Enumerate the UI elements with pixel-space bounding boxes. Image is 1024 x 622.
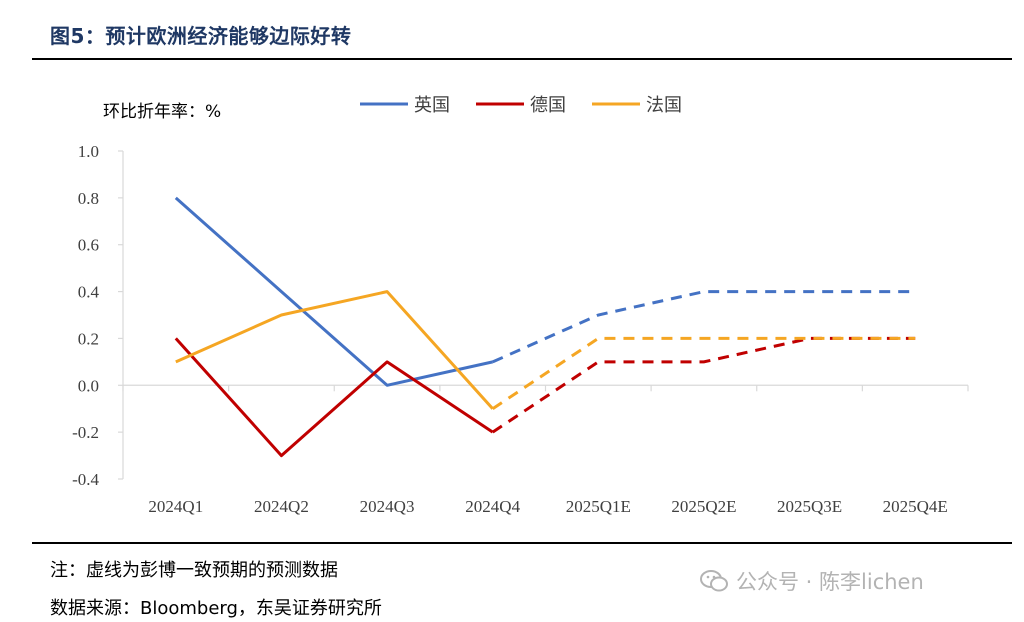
- x-tick-label: 2025Q3E: [777, 497, 842, 516]
- series-line: [174, 336, 916, 458]
- series-forecast-line: [491, 336, 916, 434]
- watermark: 公众号 · 陈李lichen: [700, 566, 924, 596]
- y-tick-label: 0.0: [78, 376, 99, 395]
- top-divider: [32, 58, 1012, 60]
- y-tick-label: -0.4: [72, 470, 99, 489]
- legend-item: 德国: [476, 95, 566, 116]
- watermark-text: 公众号 · 陈李lichen: [736, 570, 924, 594]
- legend-label: 英国: [414, 95, 450, 116]
- legend-label: 法国: [646, 95, 682, 116]
- figure-title: 图5：预计欧洲经济能够边际好转: [50, 24, 352, 48]
- x-tick-label: 2025Q4E: [883, 497, 948, 516]
- y-tick-label: -0.2: [72, 423, 99, 442]
- y-tick-label: 0.8: [78, 189, 99, 208]
- y-axis-label: 环比折年率：%: [103, 102, 221, 122]
- figure-source: 数据来源：Bloomberg，东吴证券研究所: [50, 598, 382, 619]
- x-tick-label: 2025Q2E: [671, 497, 736, 516]
- wechat-icon: [700, 570, 728, 592]
- x-tick-label: 2024Q4: [465, 497, 520, 516]
- series-line: [174, 196, 916, 387]
- series-forecast-line: [492, 290, 916, 364]
- x-tick-label: 2024Q2: [254, 497, 309, 516]
- series-actual-line: [175, 290, 494, 410]
- legend-label: 德国: [530, 95, 566, 116]
- legend-item: 法国: [592, 95, 682, 116]
- line-chart: 环比折年率：% 英国 德国 法国 1.0 0.8 0.6 0.4 0.2 0.0 -0.2 -0.…: [72, 95, 969, 516]
- bottom-divider: [32, 542, 1012, 544]
- x-tick-label: 2024Q1: [148, 497, 203, 516]
- series-actual-line: [174, 196, 494, 387]
- series-line: [175, 290, 916, 410]
- y-tick-label: 1.0: [78, 142, 99, 161]
- y-tick-label: 0.4: [78, 283, 100, 302]
- x-tick-label: 2025Q1E: [566, 497, 631, 516]
- figure-note: 注：虚线为彭博一致预期的预测数据: [50, 560, 338, 581]
- y-tick-label: 0.6: [78, 236, 99, 255]
- legend-item: 英国: [360, 95, 450, 116]
- series-forecast-line: [491, 336, 916, 410]
- x-tick-label: 2024Q3: [360, 497, 415, 516]
- y-tick-label: 0.2: [78, 329, 99, 348]
- series-actual-line: [174, 337, 494, 458]
